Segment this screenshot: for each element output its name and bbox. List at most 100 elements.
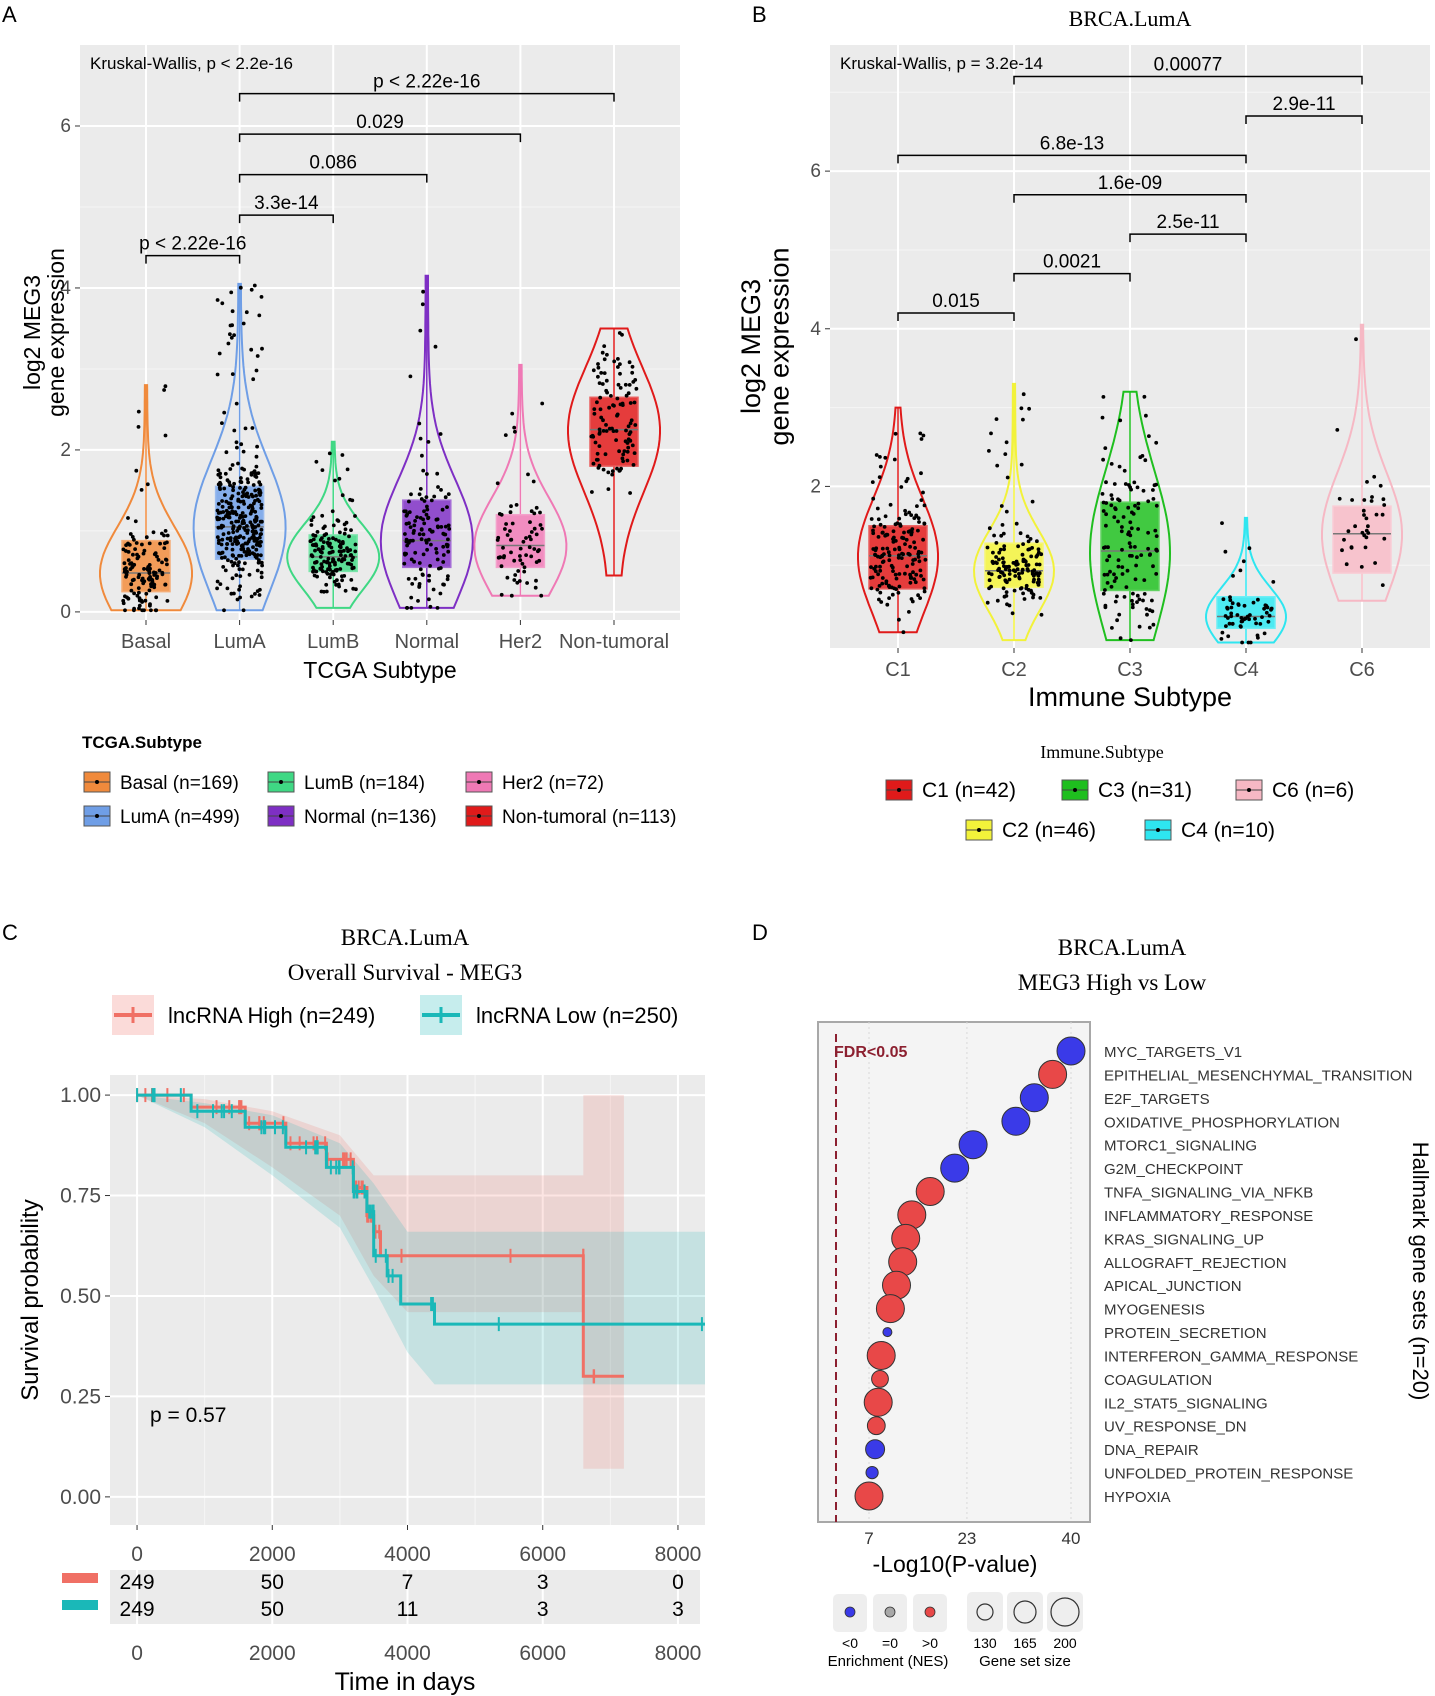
data-point — [147, 588, 152, 593]
data-point — [132, 537, 136, 542]
data-point — [234, 440, 239, 445]
data-point — [509, 593, 514, 598]
data-point — [314, 569, 319, 574]
data-point — [221, 565, 226, 569]
data-point — [434, 547, 438, 551]
data-point — [1100, 492, 1105, 496]
data-point — [326, 556, 331, 561]
gene-set-label: PROTEIN_SECRETION — [1104, 1325, 1267, 1342]
data-point — [230, 309, 235, 314]
data-point — [922, 589, 927, 594]
data-point — [226, 341, 231, 346]
x-axis-title: Immune Subtype — [1028, 682, 1232, 712]
data-point — [333, 478, 337, 483]
data-point — [1014, 521, 1019, 526]
data-point — [912, 577, 917, 581]
data-point — [136, 425, 141, 429]
data-point — [897, 572, 902, 576]
data-point — [418, 328, 423, 333]
data-point — [1144, 413, 1148, 418]
y-axis-title-line: log2 MEG3 — [736, 279, 766, 414]
legend-swatch-point — [477, 780, 481, 784]
gene-set-label: E2F_TARGETS — [1104, 1091, 1210, 1108]
data-point — [1000, 556, 1005, 561]
data-point — [1116, 519, 1120, 524]
data-point — [922, 503, 927, 508]
data-point — [257, 488, 262, 493]
data-point — [337, 476, 342, 481]
data-point — [606, 487, 611, 491]
panel-title: BRCA.LumA — [1069, 6, 1192, 31]
data-point — [991, 550, 995, 555]
data-point — [403, 532, 407, 536]
data-point — [230, 509, 235, 514]
data-point — [137, 603, 142, 608]
data-point — [349, 578, 354, 582]
data-point — [157, 568, 162, 573]
data-point — [256, 523, 261, 528]
data-point — [235, 597, 240, 602]
data-point — [1236, 603, 1241, 607]
data-point — [231, 488, 236, 493]
data-point — [883, 533, 888, 538]
data-point — [612, 359, 617, 364]
kruskal-wallis-annotation: Kruskal-Wallis, p < 2.2e-16 — [90, 54, 293, 73]
legend-label: LumB (n=184) — [304, 773, 425, 794]
data-point — [1118, 636, 1123, 641]
risk-value: 249 — [120, 1598, 155, 1621]
risk-x-tick-label: 2000 — [249, 1642, 296, 1665]
risk-value: 0 — [672, 1571, 684, 1594]
y-tick-label: 4 — [60, 278, 71, 299]
data-point — [229, 335, 234, 340]
gene-set-label: HYPOXIA — [1104, 1489, 1171, 1506]
data-point — [876, 517, 881, 522]
data-point — [916, 555, 921, 559]
data-point — [417, 492, 422, 497]
data-point — [908, 544, 912, 549]
data-point — [253, 474, 257, 478]
data-point — [916, 552, 921, 556]
significance-bracket — [238, 214, 334, 224]
data-point — [429, 498, 434, 503]
gene-set-label: APICAL_JUNCTION — [1104, 1278, 1242, 1295]
data-point — [869, 517, 874, 521]
data-point — [257, 593, 262, 597]
data-point — [903, 571, 907, 576]
data-point — [524, 553, 528, 557]
data-point — [1035, 580, 1040, 585]
data-point — [897, 516, 902, 521]
data-point — [1004, 509, 1009, 514]
data-point — [215, 517, 220, 522]
panel-c: BRCA.LumA Overall Survival - MEG3 lncRNA H… — [17, 925, 705, 1696]
data-point — [870, 480, 875, 484]
legend-label: lncRNA High (n=249) — [168, 1003, 375, 1028]
data-point — [445, 577, 450, 582]
data-point — [336, 582, 341, 587]
data-point — [499, 564, 504, 569]
data-point — [618, 362, 622, 366]
data-point — [245, 477, 250, 481]
data-point — [893, 539, 898, 543]
data-point — [215, 372, 220, 377]
data-point — [524, 536, 528, 540]
data-point — [160, 560, 164, 565]
data-point — [911, 558, 916, 562]
data-point — [918, 431, 923, 436]
data-point — [236, 563, 240, 568]
violin-lumb — [286, 440, 381, 609]
data-point — [921, 537, 925, 542]
data-point — [597, 432, 602, 436]
data-point — [512, 578, 517, 582]
data-point — [422, 509, 426, 514]
data-point — [1112, 572, 1116, 577]
data-point — [254, 515, 259, 520]
data-point — [424, 495, 429, 499]
legend-swatch-point — [897, 788, 901, 792]
violin-c2 — [972, 382, 1056, 642]
data-point — [259, 502, 264, 507]
x-tick-label: C6 — [1349, 659, 1375, 681]
data-point — [1001, 560, 1006, 565]
data-point — [994, 555, 998, 559]
data-point — [321, 540, 326, 544]
data-point — [435, 471, 440, 476]
